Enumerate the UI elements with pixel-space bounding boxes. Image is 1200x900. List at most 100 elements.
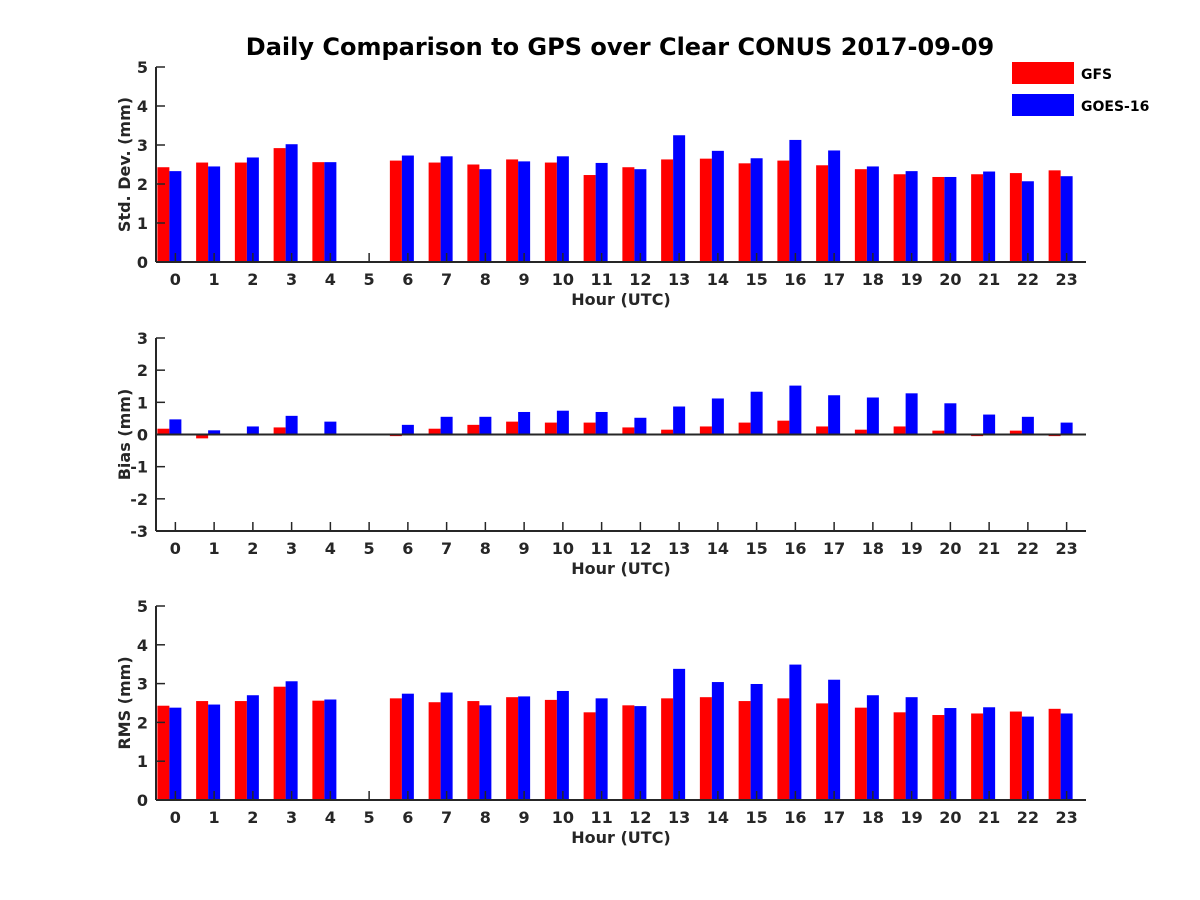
x-tick-label-rms: 18 [862, 808, 884, 827]
x-tick-label-rms: 8 [480, 808, 491, 827]
bar-rms-gfs-h4 [312, 700, 325, 800]
bar-std-goes16-h9 [518, 161, 531, 262]
bar-bias-gfs-h11 [583, 422, 596, 435]
bar-bias-gfs-h17 [816, 426, 829, 435]
bar-bias-goes16-h15 [750, 391, 763, 435]
bar-std-goes16-h13 [673, 135, 686, 262]
x-tick-label-std: 1 [209, 270, 220, 289]
x-tick-label-bias: 14 [707, 539, 729, 558]
legend-swatch-gfs [1012, 62, 1074, 84]
bar-std-goes16-h16 [789, 139, 802, 262]
x-tick-label-rms: 20 [939, 808, 961, 827]
y-tick-label-rms: 5 [137, 597, 148, 616]
y-tick-label-bias: 2 [137, 361, 148, 380]
bar-bias-gfs-h15 [738, 422, 751, 435]
x-tick-label-rms: 9 [519, 808, 530, 827]
bar-bias-gfs-h20 [932, 430, 945, 435]
bar-std-goes16-h15 [750, 158, 763, 262]
x-tick-label-bias: 9 [519, 539, 530, 558]
bar-std-gfs-h12 [622, 167, 635, 262]
x-tick-label-bias: 10 [552, 539, 574, 558]
x-tick-label-std: 7 [441, 270, 452, 289]
bar-std-goes16-h22 [1021, 181, 1034, 262]
y-tick-label-std: 4 [137, 97, 148, 116]
x-tick-label-bias: 23 [1055, 539, 1077, 558]
bar-std-goes16-h18 [866, 166, 879, 262]
y-tick-label-rms: 3 [137, 675, 148, 694]
bar-rms-gfs-h22 [1009, 711, 1022, 800]
bar-std-gfs-h15 [738, 163, 751, 262]
y-tick-label-bias: -1 [130, 458, 148, 477]
bar-rms-gfs-h19 [893, 712, 906, 800]
bar-bias-goes16-h14 [711, 398, 724, 435]
bar-std-goes16-h3 [285, 144, 298, 262]
bar-rms-goes16-h0 [169, 707, 182, 800]
y-tick-label-bias: -3 [130, 522, 148, 541]
bar-std-gfs-h2 [234, 162, 247, 262]
x-tick-label-rms: 23 [1055, 808, 1077, 827]
bar-bias-goes16-h20 [944, 403, 957, 435]
x-tick-label-rms: 13 [668, 808, 690, 827]
bar-bias-goes16-h13 [673, 406, 686, 435]
bar-bias-goes16-h22 [1021, 416, 1034, 435]
x-tick-label-std: 21 [978, 270, 1000, 289]
bar-bias-goes16-h3 [285, 415, 298, 435]
bar-bias-goes16-h10 [556, 410, 569, 435]
x-tick-label-rms: 6 [402, 808, 413, 827]
bar-rms-gfs-h1 [196, 701, 209, 800]
x-tick-label-rms: 1 [209, 808, 220, 827]
bar-rms-goes16-h20 [944, 708, 957, 800]
legend-label-gfs: GFS [1081, 67, 1112, 83]
x-tick-label-std: 16 [784, 270, 806, 289]
bar-std-goes16-h7 [440, 156, 453, 262]
bar-std-goes16-h6 [401, 155, 414, 262]
bar-bias-goes16-h12 [634, 417, 647, 435]
bar-bias-gfs-h16 [777, 420, 790, 435]
x-tick-label-std: 20 [939, 270, 961, 289]
bar-bias-goes16-h0 [169, 419, 182, 435]
bar-rms-goes16-h14 [711, 682, 724, 800]
bar-std-goes16-h8 [479, 169, 492, 262]
bar-std-gfs-h1 [196, 162, 209, 262]
bar-std-gfs-h23 [1048, 170, 1061, 262]
bar-rms-gfs-h6 [389, 698, 402, 800]
bar-std-gfs-h22 [1009, 173, 1022, 262]
bar-std-gfs-h20 [932, 176, 945, 262]
x-tick-label-rms: 16 [784, 808, 806, 827]
x-tick-label-bias: 12 [629, 539, 651, 558]
x-tick-label-bias: 6 [402, 539, 413, 558]
x-tick-label-std: 11 [590, 270, 612, 289]
y-axis-label-rms: RMS (mm) [115, 656, 134, 749]
y-axis-label-bias: Bias (mm) [115, 389, 134, 481]
x-tick-label-bias: 16 [784, 539, 806, 558]
bar-bias-goes16-h21 [983, 414, 996, 435]
bar-std-gfs-h0 [157, 167, 170, 262]
bar-bias-gfs-h8 [467, 424, 480, 435]
bar-rms-gfs-h13 [661, 698, 674, 800]
bar-std-gfs-h13 [661, 159, 674, 262]
bar-rms-goes16-h1 [208, 704, 221, 800]
x-tick-label-rms: 3 [286, 808, 297, 827]
x-tick-label-rms: 17 [823, 808, 845, 827]
bar-rms-gfs-h15 [738, 701, 751, 800]
bar-bias-goes16-h9 [518, 411, 531, 435]
y-tick-label-rms: 1 [137, 752, 148, 771]
x-tick-label-rms: 0 [170, 808, 181, 827]
x-tick-label-std: 17 [823, 270, 845, 289]
y-tick-label-std: 2 [137, 175, 148, 194]
bar-rms-goes16-h9 [518, 696, 531, 800]
bar-bias-gfs-h12 [622, 427, 635, 435]
y-tick-label-rms: 4 [137, 636, 148, 655]
bar-bias-gfs-h0 [157, 428, 170, 435]
bar-bias-goes16-h16 [789, 385, 802, 435]
x-tick-label-rms: 5 [364, 808, 375, 827]
bar-rms-goes16-h15 [750, 683, 763, 800]
y-tick-label-bias: 3 [137, 329, 148, 348]
x-tick-label-rms: 7 [441, 808, 452, 827]
x-tick-label-std: 10 [552, 270, 574, 289]
bar-rms-gfs-h20 [932, 715, 945, 800]
bar-std-goes16-h23 [1060, 176, 1073, 262]
y-tick-label-std: 5 [137, 58, 148, 77]
legend: GFS GOES-16 [1012, 62, 1149, 116]
